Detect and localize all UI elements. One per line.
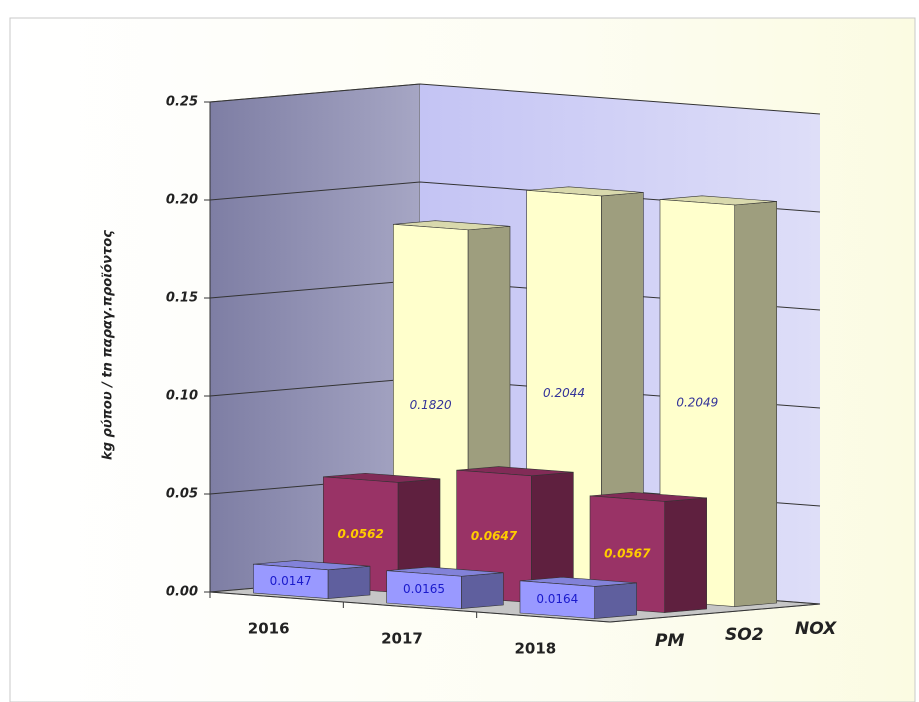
data-label: 0.0567 — [604, 547, 651, 561]
bar-side — [664, 497, 707, 613]
bar-side — [327, 565, 371, 599]
y-tick-label: 0.05 — [166, 487, 198, 502]
data-label: 0.1820 — [410, 398, 452, 412]
data-label: 0.2049 — [676, 395, 718, 409]
data-label: 0.0562 — [338, 527, 384, 541]
x-tick-label: 2018 — [514, 640, 556, 658]
y-tick-label: 0.10 — [166, 389, 198, 404]
bar — [386, 570, 462, 609]
bar — [253, 563, 329, 599]
bar-side — [594, 582, 637, 619]
bar-side — [734, 201, 777, 607]
y-tick-label: 0.00 — [166, 585, 198, 600]
bar — [323, 476, 399, 593]
series-label: NOX — [795, 619, 837, 639]
data-label: 0.0147 — [270, 574, 312, 588]
y-tick-label: 0.15 — [166, 291, 198, 306]
y-tick-label: 0.20 — [166, 193, 198, 208]
bar — [456, 469, 532, 603]
data-label: 0.0647 — [471, 529, 518, 543]
y-axis-label: kg ρύπου / tn παραγ.προϊόντος — [101, 230, 116, 460]
series-label: SO2 — [725, 625, 764, 645]
bar-side — [461, 572, 504, 609]
data-label: 0.0164 — [536, 592, 578, 606]
x-tick-label: 2017 — [381, 630, 423, 648]
bar — [519, 580, 595, 619]
y-tick-label: 0.25 — [166, 95, 198, 110]
series-label: PM — [655, 631, 684, 651]
data-label: 0.0165 — [403, 582, 445, 596]
data-label: 0.2044 — [543, 386, 585, 400]
x-tick-label: 2016 — [248, 620, 290, 638]
grid-line — [209, 83, 821, 115]
